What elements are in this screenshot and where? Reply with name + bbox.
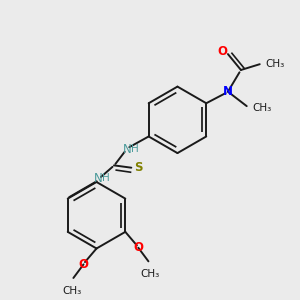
- Text: N: N: [94, 172, 103, 185]
- Text: O: O: [217, 45, 227, 58]
- Text: N: N: [223, 85, 233, 98]
- Text: S: S: [134, 161, 143, 174]
- Text: CH₃: CH₃: [266, 59, 285, 69]
- Text: CH₃: CH₃: [62, 286, 82, 296]
- Text: CH₃: CH₃: [140, 269, 160, 279]
- Text: O: O: [133, 241, 143, 254]
- Text: N: N: [123, 143, 131, 156]
- Text: H: H: [102, 172, 110, 182]
- Text: O: O: [79, 258, 88, 271]
- Text: CH₃: CH₃: [253, 103, 272, 112]
- Text: H: H: [131, 144, 139, 154]
